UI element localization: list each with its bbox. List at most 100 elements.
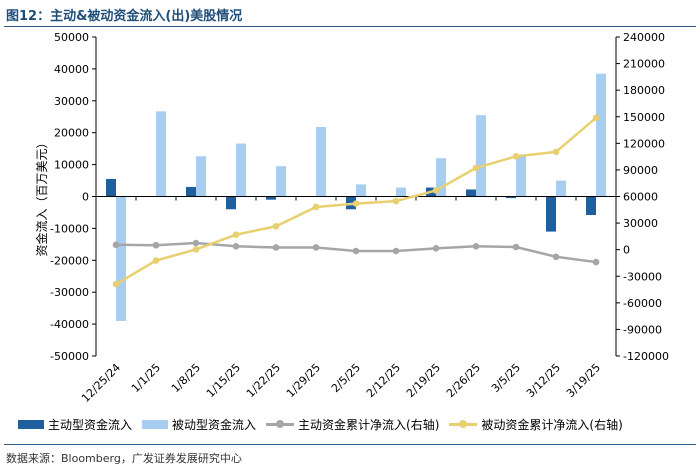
- right-tick-label: 0: [623, 244, 630, 257]
- left-tick-label: -20000: [50, 254, 89, 267]
- passive-cumulative-point: [272, 222, 280, 230]
- active-cumulative-point: [392, 247, 400, 255]
- passive-cumulative-point: [592, 114, 600, 122]
- right-tick-label: 30000: [623, 217, 658, 230]
- left-tick-label: 50000: [54, 31, 89, 44]
- footer-divider: [4, 444, 696, 445]
- active-cumulative-point: [312, 244, 320, 251]
- passive-flow-bar: [236, 143, 246, 197]
- x-tick-label: 2/5/25: [329, 361, 363, 395]
- right-tick-label: 210000: [623, 58, 665, 71]
- x-tick-label: 2/26/25: [444, 361, 483, 400]
- passive-cumulative-point: [352, 200, 360, 207]
- passive-cumulative-point: [112, 280, 120, 288]
- passive-flow-bar: [436, 158, 446, 197]
- left-tick-label: 10000: [54, 159, 89, 172]
- legend-label: 被动资金累计净流入(右轴): [481, 417, 623, 432]
- passive-cumulative-point: [152, 257, 160, 264]
- right-tick-label: 180000: [623, 84, 665, 97]
- active-flow-bar: [586, 196, 596, 216]
- right-tick-label: -30000: [623, 270, 662, 283]
- passive-flow-bar: [196, 156, 206, 197]
- left-tick-label: -10000: [50, 222, 89, 235]
- active-flow-bar: [226, 196, 236, 210]
- x-tick-label: 3/5/25: [489, 361, 523, 395]
- passive-flow-bar: [476, 115, 486, 197]
- x-tick-label: 1/15/25: [204, 361, 243, 400]
- legend-item: 被动资金累计净流入(右轴): [449, 416, 623, 433]
- x-tick-label: 1/22/25: [244, 361, 283, 400]
- passive-flow-bar: [116, 196, 126, 321]
- active-flow-bar: [506, 196, 516, 199]
- x-tick-label: 2/12/25: [364, 361, 403, 400]
- passive-flow-bar: [156, 111, 166, 197]
- legend-line-marker: [449, 418, 478, 430]
- passive-cumulative-point: [312, 203, 320, 211]
- x-tick-label: 2/19/25: [404, 361, 443, 400]
- passive-flow-bar: [596, 73, 606, 197]
- left-tick-label: -50000: [50, 350, 89, 363]
- passive-cumulative-point: [392, 197, 400, 205]
- x-tick-label: 1/29/25: [284, 361, 323, 400]
- active-cumulative-point: [352, 247, 360, 255]
- active-cumulative-point: [512, 243, 520, 251]
- active-cumulative-point: [592, 258, 600, 266]
- passive-cumulative-point: [432, 187, 440, 194]
- right-tick-label: 150000: [623, 111, 665, 124]
- active-cumulative-point: [272, 244, 280, 251]
- chart-title: 图12：主动&被动资金流入(出)美股情况: [6, 9, 243, 24]
- passive-cumulative-point: [512, 153, 520, 160]
- legend-item: 主动资金累计净流入(右轴): [266, 416, 439, 433]
- right-tick-label: -120000: [623, 350, 669, 363]
- y-axis-label: 资金流入（百万美元）: [34, 136, 49, 256]
- legend-label: 主动资金累计净流入(右轴): [298, 417, 440, 432]
- chart-legend: 主动型资金流入 被动型资金流入 主动资金累计净流入(右轴) 被动资金累计净流入(右轴): [18, 414, 633, 434]
- title-bar: 图12：主动&被动资金流入(出)美股情况: [4, 4, 696, 27]
- x-tick-label: 3/12/25: [524, 361, 563, 400]
- passive-cumulative-point: [552, 148, 560, 156]
- legend-item: 被动型资金流入: [142, 416, 256, 433]
- legend-item: 主动型资金流入: [18, 416, 132, 433]
- legend-label: 被动型资金流入: [172, 417, 257, 432]
- active-flow-bar: [546, 196, 556, 232]
- active-flow-bar: [106, 178, 116, 197]
- right-tick-label: -60000: [623, 297, 662, 310]
- passive-cumulative-point: [192, 246, 200, 253]
- right-tick-label: 240000: [623, 31, 665, 44]
- left-tick-label: 0: [82, 191, 89, 204]
- passive-flow-bar: [396, 187, 406, 197]
- legend-swatch: [142, 419, 169, 429]
- source-note: 数据来源：Bloomberg，广发证券发展研究中心: [6, 452, 242, 465]
- right-tick-label: 120000: [623, 137, 665, 150]
- legend-label: 主动型资金流入: [48, 417, 133, 432]
- active-cumulative-point: [232, 242, 240, 250]
- legend-line-marker: [266, 418, 295, 430]
- active-cumulative-point: [472, 242, 480, 250]
- passive-flow-bar: [516, 155, 526, 197]
- passive-cumulative-point: [472, 164, 480, 172]
- x-tick-label: 1/1/25: [129, 361, 163, 395]
- active-flow-bar: [466, 189, 476, 197]
- right-tick-label: 60000: [623, 191, 658, 204]
- left-tick-label: -30000: [50, 286, 89, 299]
- active-cumulative-point: [112, 241, 120, 249]
- passive-flow-bar: [316, 126, 326, 197]
- passive-cumulative-point: [232, 231, 240, 238]
- active-cumulative-point: [152, 241, 160, 249]
- active-cumulative-point: [192, 239, 200, 247]
- passive-flow-bar: [556, 180, 566, 197]
- passive-flow-bar: [356, 184, 366, 197]
- x-tick-label: 3/19/25: [564, 361, 603, 400]
- active-cumulative-point: [432, 245, 440, 252]
- x-tick-label: 12/25/24: [79, 361, 123, 405]
- passive-flow-bar: [276, 166, 286, 197]
- active-cumulative-point: [552, 253, 560, 261]
- active-flow-bar: [266, 196, 276, 200]
- left-tick-label: 20000: [54, 127, 89, 140]
- active-flow-bar: [186, 186, 196, 197]
- right-tick-label: 90000: [623, 164, 658, 177]
- left-tick-label: 40000: [54, 63, 89, 76]
- left-tick-label: 30000: [54, 95, 89, 108]
- right-tick-label: -90000: [623, 323, 662, 336]
